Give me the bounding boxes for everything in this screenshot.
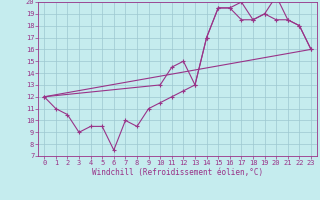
X-axis label: Windchill (Refroidissement éolien,°C): Windchill (Refroidissement éolien,°C) <box>92 168 263 177</box>
